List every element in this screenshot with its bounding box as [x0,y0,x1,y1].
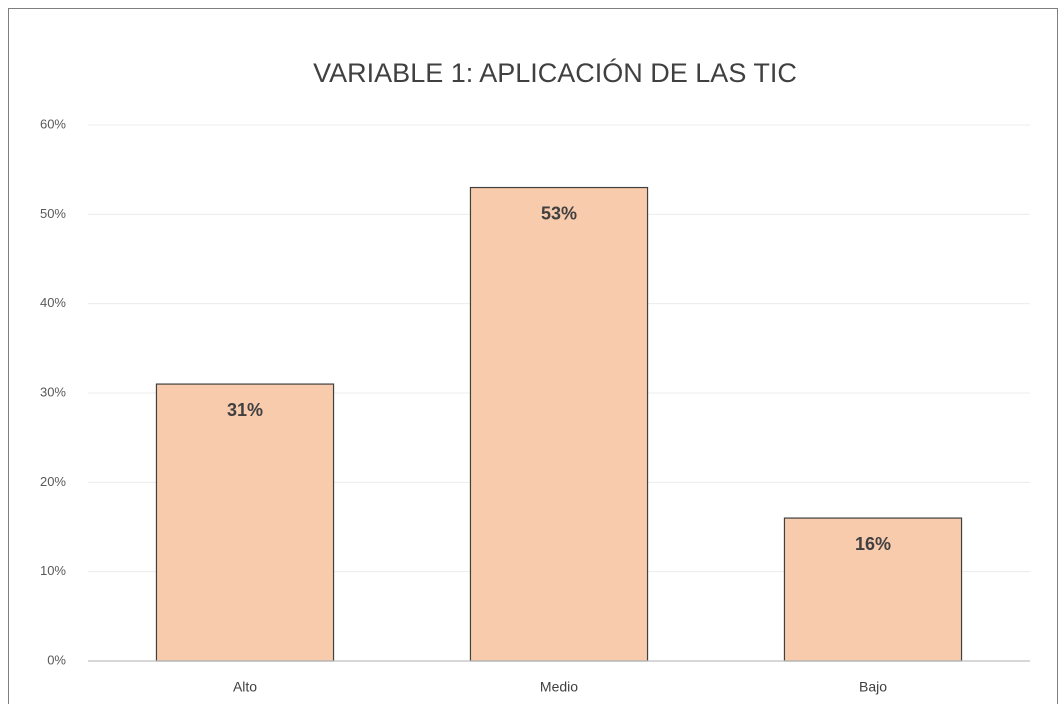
x-tick-label: Medio [540,679,578,695]
y-tick-label: 50% [40,206,66,221]
y-tick-label: 40% [40,295,66,310]
y-tick-label: 10% [40,563,66,578]
y-tick-label: 30% [40,384,66,399]
y-tick-label: 60% [40,116,66,131]
bar [469,186,649,662]
bar [783,517,963,662]
x-tick-label: Bajo [859,679,887,695]
y-tick-label: 0% [47,652,66,667]
bar [155,383,335,662]
data-label: 53% [541,203,577,223]
x-tick-label: Alto [233,679,257,695]
y-tick-label: 20% [40,474,66,489]
data-label: 31% [227,400,263,420]
data-label: 16% [855,534,891,554]
chart-title: VARIABLE 1: APLICACIÓN DE LAS TIC [313,57,797,88]
